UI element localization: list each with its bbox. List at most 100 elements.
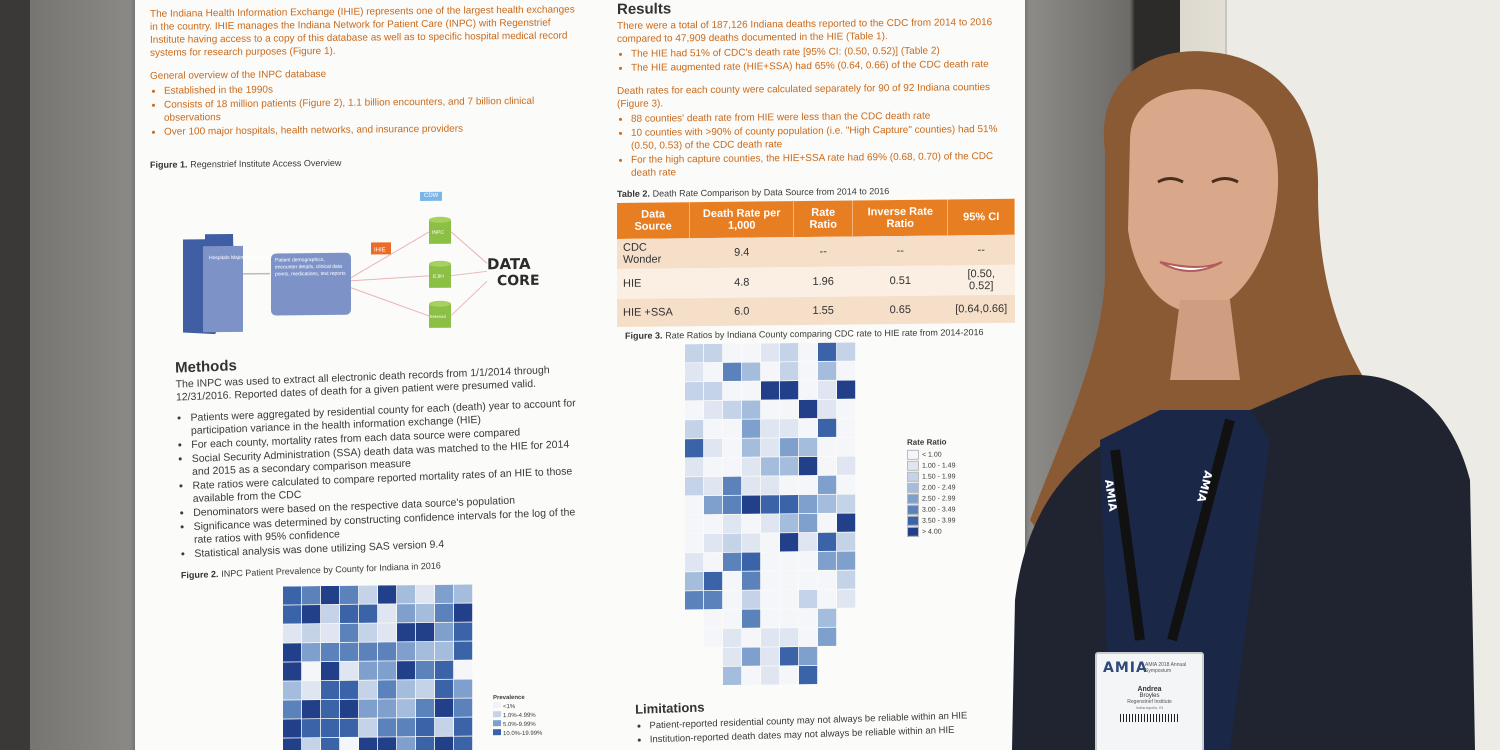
county-cell: [761, 514, 780, 533]
smile: [1159, 261, 1223, 272]
county-cell: [799, 646, 818, 666]
county-cell: [704, 590, 723, 610]
county-cell: [685, 496, 704, 515]
county-cell: [723, 419, 742, 439]
county-cell: [723, 400, 742, 420]
left-eye: [1157, 177, 1184, 184]
county-cell: [397, 642, 416, 661]
county-cell: [818, 399, 837, 419]
county-cell: [340, 699, 359, 719]
county-cell: [723, 438, 742, 458]
county-cell: [723, 647, 742, 667]
county-cell: [818, 380, 837, 400]
county-cell: [742, 647, 761, 666]
county-cell: [723, 552, 742, 572]
county-cell: [742, 457, 761, 476]
county-cell: [742, 381, 761, 400]
county-cell: [378, 623, 397, 642]
county-cell: [397, 604, 416, 623]
county-cell: [742, 628, 761, 647]
county-cell: [302, 643, 321, 662]
research-poster: The Indiana Health Information Exchange …: [135, 0, 1025, 750]
county-cell: [799, 589, 818, 609]
county-cell: [818, 513, 837, 533]
county-cell: [723, 457, 742, 477]
county-cell: [685, 515, 704, 534]
county-cell: [761, 419, 780, 438]
county-cell: [359, 737, 378, 750]
county-cell: [283, 605, 302, 624]
county-cell: [837, 494, 856, 513]
diagram-box-left-text: Hospitals Major health networks Insuranc…: [209, 254, 326, 261]
county-cell: [761, 533, 780, 552]
county-cell: [416, 717, 435, 737]
county-cell: [761, 666, 780, 685]
county-cell: [435, 698, 454, 718]
county-cell: [837, 342, 856, 361]
county-cell: [302, 719, 321, 738]
county-cell: [378, 642, 397, 661]
county-cell: [704, 457, 723, 477]
county-cell: [302, 624, 321, 643]
diagram-db-inpc-text: INPC: [432, 230, 444, 236]
county-cell: [704, 343, 723, 363]
badge-event: AMIA 2018 Annual Symposium: [1145, 662, 1187, 674]
diagram-link: [450, 280, 488, 317]
county-cell: [761, 590, 780, 609]
diagram-box-mid: [271, 252, 351, 316]
county-cell: [321, 585, 340, 605]
county-cell: [723, 514, 742, 534]
county-cell: [378, 718, 397, 737]
county-cell: [302, 700, 321, 719]
county-cell: [340, 737, 359, 750]
county-cell: [416, 641, 435, 661]
county-cell: [761, 552, 780, 571]
county-cell: [723, 495, 742, 515]
county-cell: [704, 362, 723, 382]
county-cell: [435, 603, 454, 623]
county-cell: [416, 584, 435, 604]
county-cell: [780, 514, 799, 533]
county-cell: [780, 476, 799, 495]
badge-affiliation: Regenstrief Institute: [1127, 699, 1172, 705]
county-cell: [780, 647, 799, 666]
county-cell: [761, 457, 780, 476]
county-cell: [454, 584, 473, 603]
data-core-logo-bottom: CORE: [497, 273, 540, 289]
county-cell: [416, 622, 435, 642]
badge-first-name: Andrea: [1137, 686, 1162, 693]
county-cell: [799, 399, 818, 419]
county-cell: [818, 475, 837, 495]
county-cell: [780, 571, 799, 590]
county-cell: [761, 609, 780, 628]
county-cell: [378, 737, 397, 750]
county-cell: [359, 623, 378, 642]
county-cell: [704, 381, 723, 401]
county-cell: [302, 738, 321, 750]
county-cell: [761, 495, 780, 514]
county-cell: [340, 623, 359, 643]
county-cell: [321, 642, 340, 662]
county-cell: [723, 628, 742, 648]
county-cell: [799, 627, 818, 647]
county-cell: [283, 738, 302, 750]
county-cell: [742, 571, 761, 590]
county-cell: [837, 513, 856, 532]
county-cell: [837, 399, 856, 418]
county-cell: [321, 737, 340, 750]
county-cell: [761, 571, 780, 590]
county-cell: [685, 553, 704, 572]
county-cell: [283, 624, 302, 643]
county-cell: [818, 361, 837, 381]
county-cell: [416, 736, 435, 750]
county-cell: [780, 552, 799, 571]
county-cell: [359, 604, 378, 623]
county-cell: [761, 647, 780, 666]
county-cell: [685, 458, 704, 477]
county-cell: [799, 342, 818, 362]
county-cell: [837, 589, 856, 608]
county-cell: [742, 514, 761, 533]
county-cell: [378, 585, 397, 604]
